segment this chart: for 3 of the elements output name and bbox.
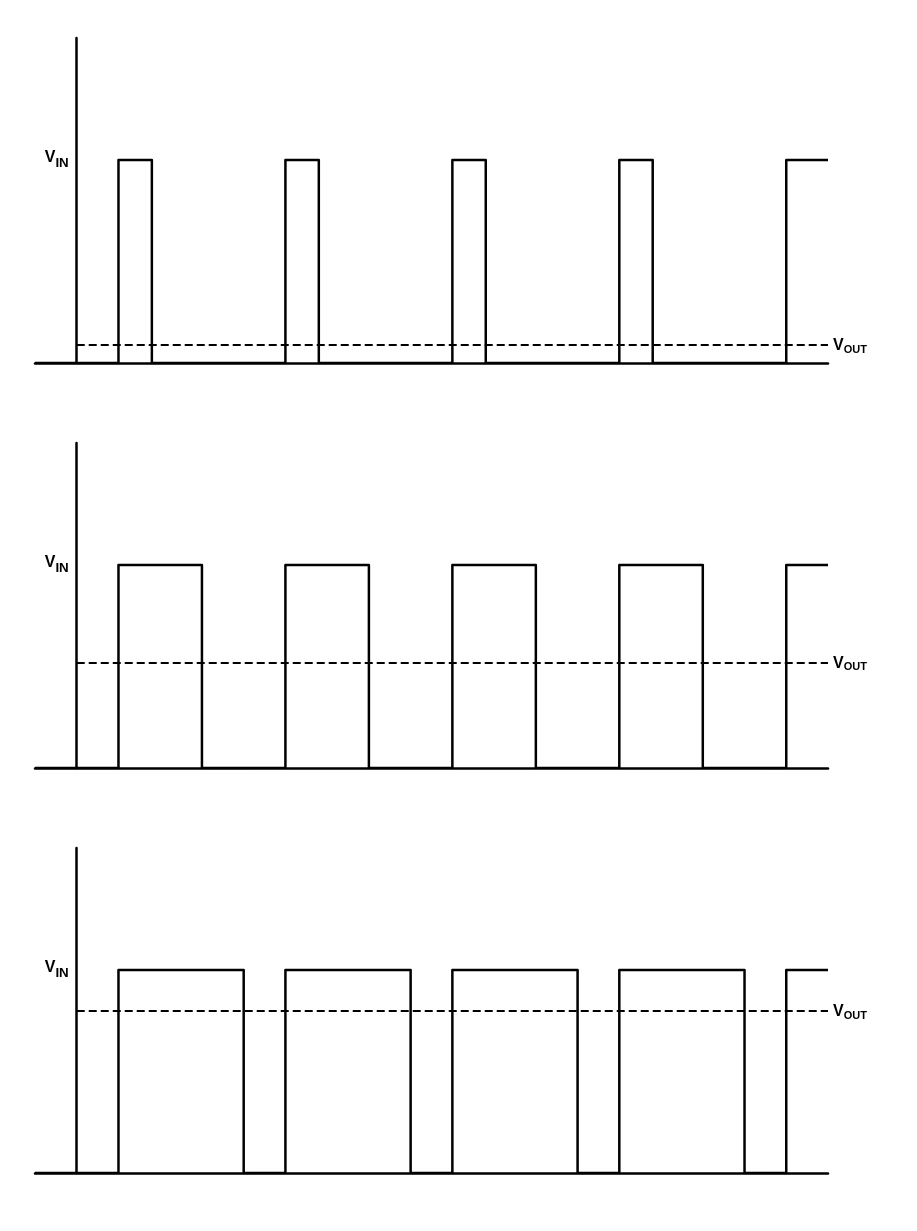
annotation: V$_{IN}$ xyxy=(44,957,69,982)
annotation: V$_{IN}$ xyxy=(44,552,69,577)
annotation: V$_{IN}$ xyxy=(44,147,69,172)
